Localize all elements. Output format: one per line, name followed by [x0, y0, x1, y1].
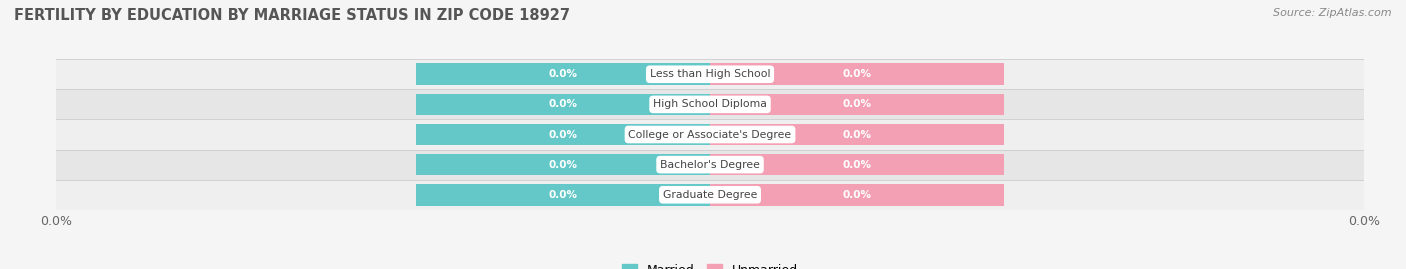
- Text: FERTILITY BY EDUCATION BY MARRIAGE STATUS IN ZIP CODE 18927: FERTILITY BY EDUCATION BY MARRIAGE STATU…: [14, 8, 569, 23]
- Text: Graduate Degree: Graduate Degree: [662, 190, 758, 200]
- Text: 0.0%: 0.0%: [548, 129, 578, 140]
- Bar: [710, 94, 1004, 115]
- Bar: [710, 184, 1004, 206]
- Bar: [416, 184, 710, 206]
- Bar: [56, 89, 1364, 119]
- Text: 0.0%: 0.0%: [842, 69, 872, 79]
- Text: 0.0%: 0.0%: [548, 99, 578, 109]
- Text: Bachelor's Degree: Bachelor's Degree: [659, 160, 761, 170]
- Text: 0.0%: 0.0%: [548, 190, 578, 200]
- Bar: [416, 154, 710, 175]
- Bar: [56, 119, 1364, 150]
- Text: 0.0%: 0.0%: [842, 99, 872, 109]
- Bar: [416, 124, 710, 145]
- Text: College or Associate's Degree: College or Associate's Degree: [628, 129, 792, 140]
- Bar: [56, 150, 1364, 180]
- Bar: [710, 124, 1004, 145]
- Bar: [710, 154, 1004, 175]
- Bar: [56, 59, 1364, 89]
- Text: 0.0%: 0.0%: [842, 160, 872, 170]
- Text: 0.0%: 0.0%: [548, 69, 578, 79]
- Bar: [710, 63, 1004, 85]
- Bar: [416, 94, 710, 115]
- Bar: [416, 63, 710, 85]
- Bar: [56, 180, 1364, 210]
- Text: Source: ZipAtlas.com: Source: ZipAtlas.com: [1274, 8, 1392, 18]
- Text: Less than High School: Less than High School: [650, 69, 770, 79]
- Text: 0.0%: 0.0%: [842, 129, 872, 140]
- Text: High School Diploma: High School Diploma: [654, 99, 766, 109]
- Text: 0.0%: 0.0%: [842, 190, 872, 200]
- Text: 0.0%: 0.0%: [548, 160, 578, 170]
- Legend: Married, Unmarried: Married, Unmarried: [617, 259, 803, 269]
